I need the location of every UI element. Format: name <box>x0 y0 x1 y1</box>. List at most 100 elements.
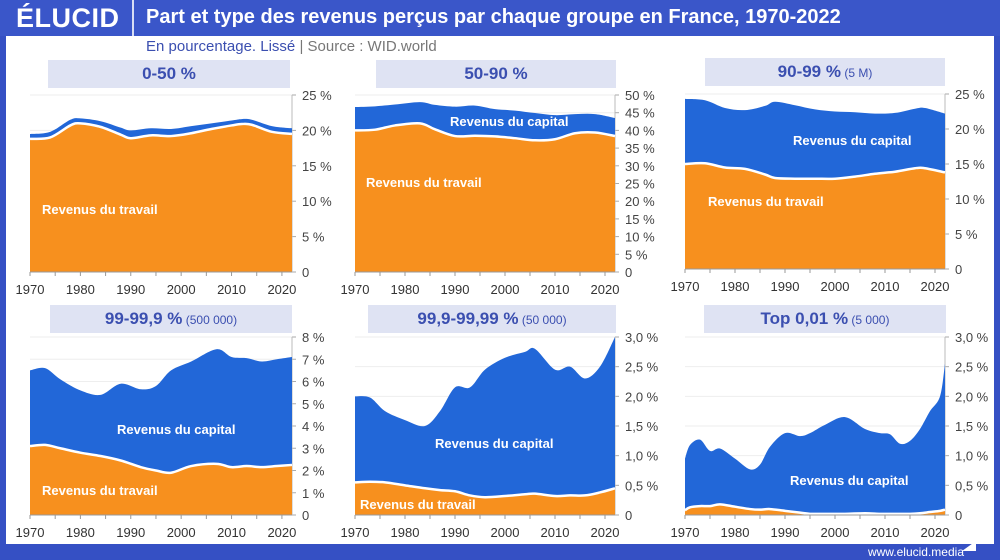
panel-4: 0 0,5 % 1,0 % 1,5 % 2,0 % 2,5 % 3,0 % 1970 1980 1… <box>341 330 659 540</box>
subtitle-unit: En pourcentage. Lissé <box>146 38 296 55</box>
elucid-logo: ÉLUCID <box>16 3 120 33</box>
y-tick-label: 0,5 % <box>955 478 989 493</box>
y-tick-label: 1,0 % <box>625 449 659 464</box>
labor-area <box>30 444 292 515</box>
x-tick-label: 1990 <box>771 525 800 540</box>
y-tick-label: 45 % <box>625 106 655 121</box>
header-bar: ÉLUCID Part et type des revenus perçus p… <box>0 0 1000 36</box>
x-tick-label: 2000 <box>167 282 196 297</box>
labor-series-label: Revenus du travail <box>42 202 158 217</box>
capital-series-label: Revenus du capital <box>790 473 908 488</box>
x-tick-label: 1980 <box>391 525 420 540</box>
x-tick-label: 1980 <box>391 282 420 297</box>
subtitle-separator: | <box>299 38 304 55</box>
y-tick-label: 5 % <box>625 247 648 262</box>
panel-title-text: 0-50 % <box>142 64 196 83</box>
labor-area <box>685 163 945 269</box>
y-tick-label: 15 % <box>625 212 655 227</box>
labor-area <box>30 123 292 273</box>
labor-area <box>355 123 615 272</box>
y-tick-label: 5 % <box>302 230 325 245</box>
capital-series-label: Revenus du capital <box>793 133 911 148</box>
labor-series-label: Revenus du travail <box>42 483 158 498</box>
labor-series-label: Revenus du travail <box>708 194 824 209</box>
x-tick-label: 2020 <box>591 525 620 540</box>
labor-series-label: Revenus du travail <box>360 497 476 512</box>
x-tick-label: 2010 <box>541 525 570 540</box>
panel-title: 0-50 % <box>48 60 290 88</box>
elucid-flag-icon <box>962 541 976 551</box>
y-tick-label: 3 % <box>302 441 325 456</box>
y-tick-label: 5 % <box>302 397 325 412</box>
x-tick-label: 2000 <box>821 279 850 294</box>
y-tick-label: 7 % <box>302 352 325 367</box>
y-tick-label: 2,0 % <box>955 389 989 404</box>
y-tick-label: 0,5 % <box>625 478 659 493</box>
y-tick-label: 0 <box>302 265 309 280</box>
panel-title: 99,9-99,99 % (50 000) <box>368 305 616 333</box>
y-tick-label: 1,5 % <box>625 419 659 434</box>
panel-title-text: 99,9-99,99 % <box>417 309 519 328</box>
y-tick-label: 10 % <box>625 230 655 245</box>
panel-title: 50-90 % <box>376 60 616 88</box>
y-tick-label: 10 % <box>302 194 332 209</box>
y-tick-label: 8 % <box>302 330 325 345</box>
panel-title-note: (500 000) <box>182 313 238 327</box>
y-tick-label: 20 % <box>625 194 655 209</box>
x-tick-label: 1970 <box>341 525 370 540</box>
panel-title-note: (5 000) <box>848 313 890 327</box>
panel-title-text: 50-90 % <box>464 64 528 83</box>
panel-title-text: 99-99,9 % <box>104 309 183 328</box>
footer-url[interactable]: www.elucid.media <box>867 545 964 559</box>
panel-title-text: Top 0,01 % <box>760 309 849 328</box>
panel-title-note: (50 000) <box>518 313 567 327</box>
x-tick-label: 2000 <box>821 525 850 540</box>
y-tick-label: 5 % <box>955 227 978 242</box>
capital-area <box>685 363 945 515</box>
y-tick-label: 30 % <box>625 159 655 174</box>
x-tick-label: 1970 <box>671 525 700 540</box>
y-tick-label: 40 % <box>625 123 655 138</box>
y-tick-label: 0 <box>302 508 309 523</box>
labor-boundary-line <box>354 480 616 499</box>
labor-boundary-line <box>684 503 946 516</box>
y-tick-label: 50 % <box>625 88 655 103</box>
panel-title: Top 0,01 % (5 000) <box>704 305 946 333</box>
x-tick-label: 2010 <box>871 279 900 294</box>
capital-series-label: Revenus du capital <box>117 422 235 437</box>
header-divider <box>132 0 134 36</box>
x-tick-label: 1980 <box>66 282 95 297</box>
y-tick-label: 1,0 % <box>955 449 989 464</box>
x-tick-label: 2020 <box>267 282 296 297</box>
x-tick-label: 2010 <box>871 525 900 540</box>
x-tick-label: 1980 <box>721 279 750 294</box>
y-tick-label: 2 % <box>302 464 325 479</box>
y-tick-label: 15 % <box>302 159 332 174</box>
panel-5: 0 0,5 % 1,0 % 1,5 % 2,0 % 2,5 % 3,0 % 1970 1980 1… <box>671 330 989 540</box>
y-tick-label: 0 <box>625 508 632 523</box>
x-tick-label: 1980 <box>721 525 750 540</box>
x-tick-label: 2010 <box>217 525 246 540</box>
y-tick-label: 6 % <box>302 375 325 390</box>
panel-title: 90-99 % (5 M) <box>705 58 945 86</box>
panel-title-note: (5 M) <box>840 66 873 80</box>
y-tick-label: 0 <box>955 262 962 277</box>
x-tick-label: 2020 <box>921 279 950 294</box>
x-tick-label: 2000 <box>167 525 196 540</box>
y-tick-label: 3,0 % <box>955 330 989 345</box>
y-tick-label: 25 % <box>625 177 655 192</box>
x-tick-label: 1990 <box>116 525 145 540</box>
y-tick-label: 25 % <box>302 88 332 103</box>
y-tick-label: 1,5 % <box>955 419 989 434</box>
subtitle-source: Source : WID.world <box>307 38 437 55</box>
capital-area <box>355 337 615 515</box>
x-tick-label: 1990 <box>771 279 800 294</box>
panel-1: 0 5 % 10 % 15 % 20 % 25 % 30 % 35 % 40 % 45 % 50 %… <box>341 88 656 297</box>
y-tick-label: 25 % <box>955 87 985 102</box>
x-tick-label: 2000 <box>491 525 520 540</box>
capital-series-label: Revenus du capital <box>450 114 568 129</box>
y-tick-label: 1 % <box>302 486 325 501</box>
y-tick-label: 10 % <box>955 192 985 207</box>
panel-2: 0 5 % 10 % 15 % 20 % 25 % 1970 1980 1990 2000 2010… <box>671 87 986 294</box>
x-tick-label: 2020 <box>267 525 296 540</box>
